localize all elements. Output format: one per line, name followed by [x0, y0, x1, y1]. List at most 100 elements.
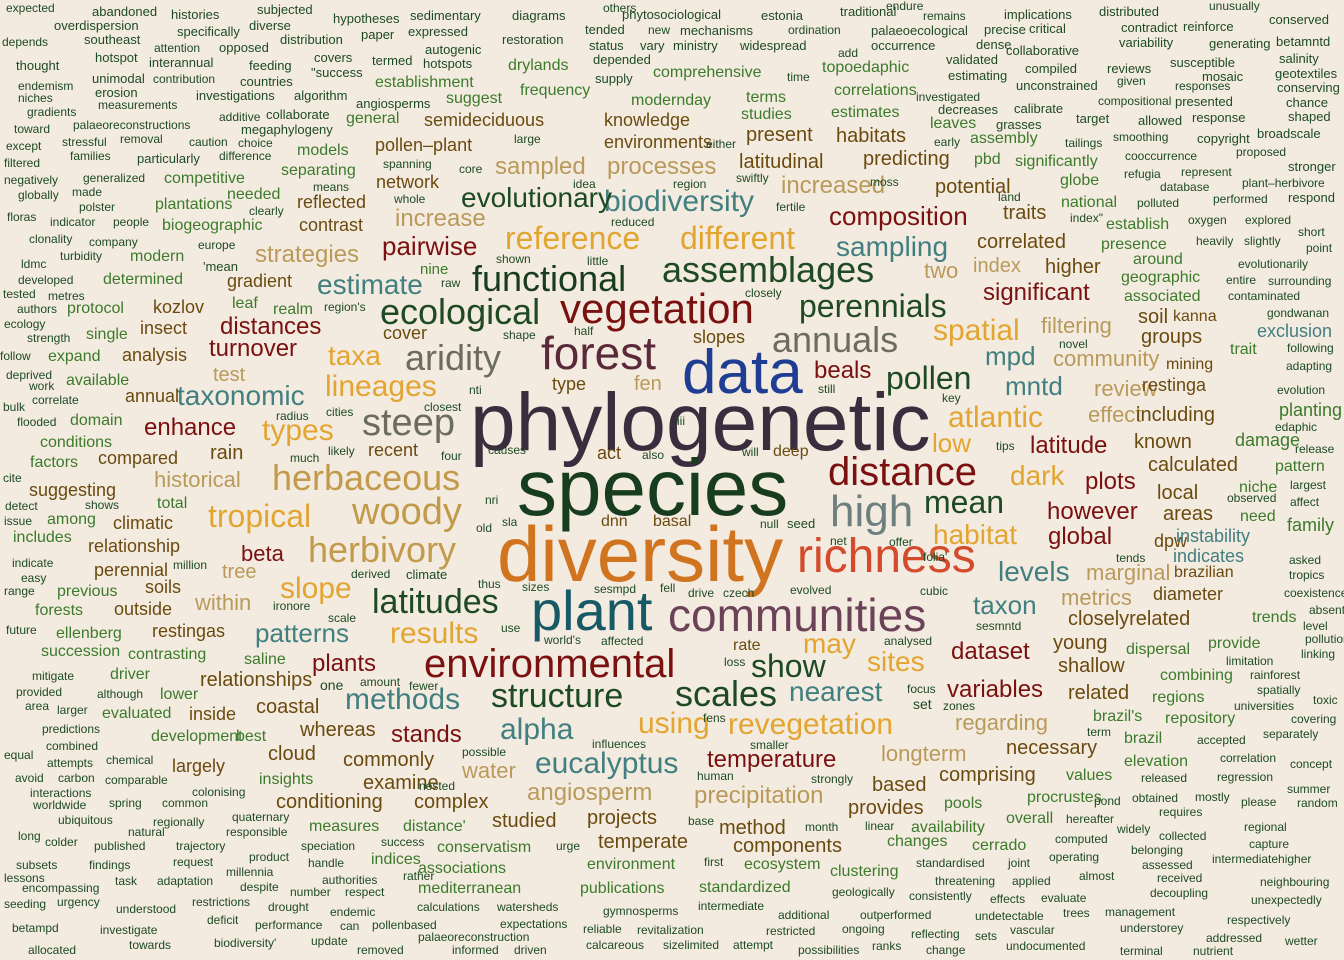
cloud-word: bulk: [3, 400, 26, 414]
cloud-word: expressed: [408, 24, 468, 39]
cloud-word: results: [390, 617, 479, 650]
cloud-word: angiosperms: [356, 96, 431, 111]
cloud-word: unimodal: [92, 71, 145, 86]
cloud-word: families: [70, 149, 111, 163]
cloud-word: vascular: [1010, 923, 1055, 937]
cloud-word: gradient: [227, 271, 293, 291]
cloud-word: best: [236, 728, 267, 745]
cloud-word: hotspots: [423, 56, 473, 71]
cloud-word: opposed: [219, 40, 269, 55]
cloud-word: interactions: [30, 786, 92, 800]
cloud-word: undocumented: [1006, 939, 1086, 953]
cloud-word: findings: [89, 858, 131, 872]
cloud-word: respond: [1288, 190, 1335, 205]
cloud-word: novel: [1059, 337, 1088, 351]
cloud-word: ecology: [4, 317, 46, 331]
cloud-word: restricted: [766, 924, 816, 938]
cloud-word: little: [587, 254, 609, 268]
cloud-word: modern: [130, 248, 185, 265]
cloud-word: company: [89, 235, 138, 249]
cloud-word: capture: [1249, 837, 1290, 851]
cloud-word: outside: [114, 599, 173, 619]
cloud-word: local: [1157, 482, 1199, 504]
cloud-word: assembly: [970, 130, 1038, 147]
cloud-word: release: [1295, 442, 1335, 456]
cloud-word: time: [787, 70, 810, 84]
cloud-word: undetectable: [975, 909, 1044, 923]
cloud-word: susceptible: [1170, 55, 1236, 70]
cloud-word: globe: [1060, 172, 1100, 189]
cloud-word: publications: [580, 880, 665, 897]
cloud-word: released: [1141, 771, 1188, 785]
cloud-word: depended: [593, 52, 651, 67]
cloud-word: relationships: [200, 669, 313, 691]
cloud-word: colder: [45, 835, 78, 849]
cloud-word: dpw: [1154, 531, 1188, 551]
cloud-word: thought: [16, 58, 60, 73]
cloud-word: contrast: [299, 215, 364, 235]
cloud-word: particularly: [137, 151, 200, 166]
cloud-word: published: [94, 839, 146, 853]
cloud-word: overall: [1006, 810, 1054, 827]
cloud-word: separately: [1263, 727, 1319, 741]
cloud-word: availability: [911, 819, 985, 836]
cloud-word: smoothing: [1113, 130, 1169, 144]
cloud-word: mining: [1166, 356, 1214, 373]
cloud-word: mitigate: [32, 669, 75, 683]
cloud-word: rain: [210, 442, 244, 464]
cloud-word: diverse: [249, 18, 291, 33]
cloud-word: functional: [472, 258, 627, 299]
cloud-word: reliable: [583, 922, 622, 936]
cloud-word: annual: [125, 386, 180, 406]
cloud-word: responses: [1175, 79, 1231, 93]
cloud-word: endemic: [330, 905, 376, 919]
cloud-word: loss: [724, 655, 746, 669]
cloud-word: drive: [688, 586, 715, 600]
cloud-word: palaeoreconstruction: [418, 930, 530, 944]
cloud-word: around: [1133, 251, 1183, 268]
cloud-word: provides: [848, 797, 924, 819]
cloud-word: much: [290, 451, 320, 465]
cloud-word: among: [47, 511, 96, 528]
cloud-word: fertile: [776, 200, 806, 214]
cloud-word: concept: [1290, 757, 1333, 771]
cloud-word: request: [173, 855, 214, 869]
cloud-word: cite: [3, 471, 22, 485]
cloud-word: work: [29, 379, 55, 393]
cloud-word: can: [340, 919, 360, 933]
cloud-word: four: [441, 449, 462, 463]
cloud-word: saline: [244, 651, 286, 668]
cloud-word: compositional: [1098, 94, 1172, 108]
cloud-word: surrounding: [1268, 274, 1332, 288]
cloud-word: plantations: [155, 196, 233, 213]
cloud-word: betampd: [12, 921, 59, 935]
cloud-word: pollenbased: [372, 918, 437, 932]
cloud-word: shows: [85, 498, 120, 512]
cloud-word: strategies: [255, 241, 360, 268]
cloud-word: modernday: [631, 92, 712, 109]
cloud-word: performance: [255, 918, 323, 932]
cloud-word: cloud: [268, 743, 316, 765]
cloud-word: floras: [7, 210, 37, 224]
cloud-word: gradients: [27, 105, 77, 119]
cloud-word: handle: [308, 856, 345, 870]
cloud-word: half: [574, 324, 594, 338]
cloud-word: recent: [368, 440, 419, 460]
cloud-word: likely: [328, 444, 355, 458]
cloud-word: niche: [1239, 479, 1278, 496]
cloud-word: termed: [372, 53, 413, 68]
cloud-word: predictions: [42, 722, 101, 736]
cloud-word: leaves: [930, 115, 977, 132]
cloud-word: variables: [947, 676, 1044, 703]
cloud-word: driven: [514, 943, 547, 957]
cloud-word: term: [1087, 725, 1111, 739]
cloud-word: index": [1070, 211, 1103, 225]
cloud-word: index: [973, 255, 1021, 277]
cloud-word: countries: [240, 74, 293, 89]
cloud-word: aridity: [405, 337, 502, 378]
cloud-word: communities: [668, 589, 927, 641]
cloud-word: investigations: [196, 88, 275, 103]
cloud-word: ironore: [273, 599, 311, 613]
cloud-word: spring: [109, 796, 142, 810]
cloud-word: linking: [1301, 647, 1336, 661]
